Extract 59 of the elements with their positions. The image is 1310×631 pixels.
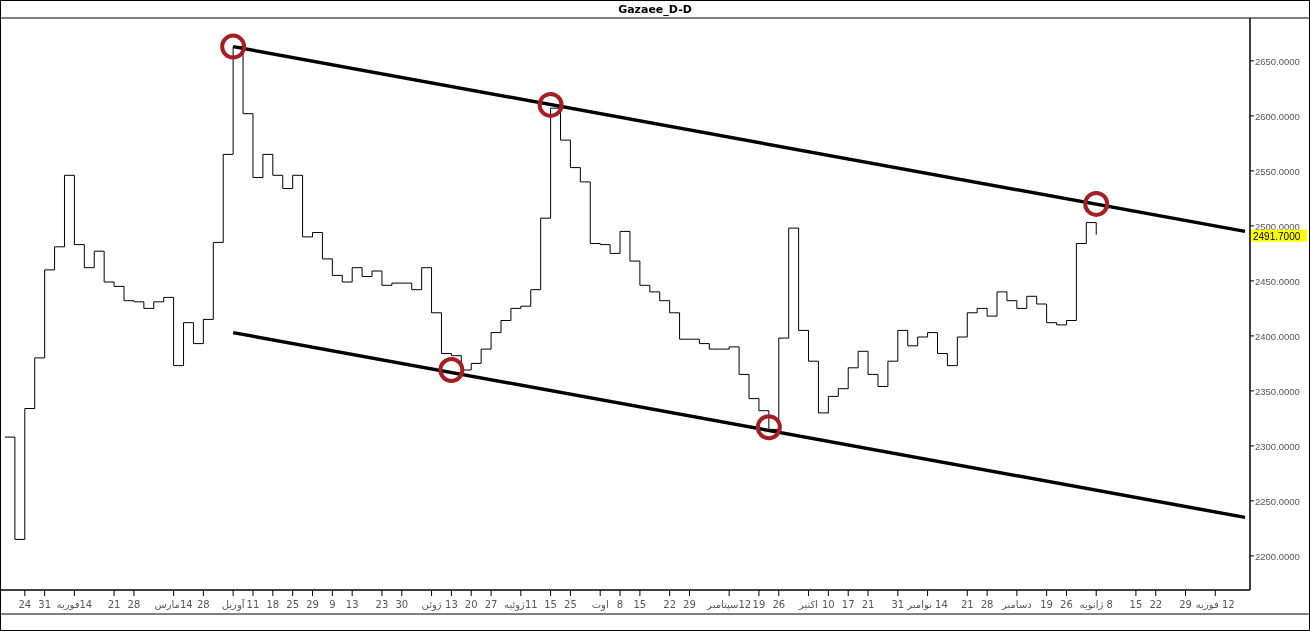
- xtick: اوت: [591, 599, 609, 610]
- ytick: 2400.0000: [1255, 330, 1300, 342]
- xtick: 25: [564, 599, 577, 610]
- xtick: 13: [345, 599, 359, 610]
- xtick: 21: [861, 599, 875, 610]
- xtick: 10: [822, 599, 835, 610]
- xtick: 21: [960, 599, 974, 610]
- xtick: 15: [633, 599, 647, 610]
- xtick: 29: [683, 599, 696, 610]
- xtick: 25: [286, 599, 300, 610]
- xtick: دسامبر: [1001, 599, 1032, 610]
- xtick: 11ژوئیه: [504, 599, 538, 610]
- xtick: 18: [266, 599, 280, 610]
- price-label: 2491.7000: [1253, 230, 1301, 242]
- xtick: 31: [38, 599, 51, 610]
- xtick: 31: [891, 599, 905, 610]
- ytick: 2450.0000: [1255, 275, 1300, 287]
- xtick: 19: [752, 599, 766, 610]
- xtick: 11: [246, 599, 260, 610]
- xtick: 29: [1179, 599, 1192, 610]
- xtick: 8: [616, 599, 624, 610]
- xtick: 13: [445, 599, 458, 610]
- ytick: 2200.0000: [1255, 550, 1300, 562]
- xtick: 24: [18, 599, 32, 610]
- xtick: 22: [1149, 599, 1163, 610]
- xtick: 29: [306, 599, 319, 610]
- xtick: 28: [980, 599, 994, 610]
- xtick: 14 نوامبر: [907, 599, 948, 610]
- xtick: ژوئن: [421, 599, 442, 610]
- xtick: 12سپتامبر: [707, 599, 752, 610]
- xtick: 27: [484, 599, 498, 610]
- xtick: 17: [841, 599, 855, 610]
- xtick: 19: [1040, 599, 1053, 610]
- xtick: 21: [107, 599, 121, 610]
- xtick: آوریل: [221, 599, 245, 610]
- xtick: 15: [544, 599, 557, 610]
- ytick: 2550.0000: [1255, 165, 1300, 177]
- ytick: 2300.0000: [1255, 440, 1300, 452]
- xtick: 26: [772, 599, 786, 610]
- ytick: 2500.0000: [1255, 220, 1300, 232]
- xtick: 28: [127, 599, 141, 610]
- xtick: 23: [375, 599, 389, 610]
- ytick: 2250.0000: [1255, 495, 1300, 507]
- xtick: 14فوریه: [56, 599, 93, 610]
- xtick: 8 ژانویه: [1079, 599, 1113, 610]
- ytick: 2350.0000: [1255, 385, 1300, 397]
- ytick: 2600.0000: [1255, 110, 1300, 122]
- xtick: 20: [464, 599, 478, 610]
- ytick: 2650.0000: [1255, 55, 1300, 67]
- xtick: 12 فوریه: [1195, 599, 1235, 610]
- title: Gazaee_D-D: [618, 3, 692, 16]
- xtick: 14مارس: [154, 599, 193, 610]
- xtick: 22: [663, 599, 676, 610]
- xtick: 30: [395, 599, 409, 610]
- xtick: 15: [1129, 599, 1143, 610]
- xtick: 26: [1060, 599, 1073, 610]
- xtick: 28: [197, 599, 210, 610]
- xtick: اکتبر: [799, 599, 819, 610]
- xtick: 9: [329, 599, 336, 610]
